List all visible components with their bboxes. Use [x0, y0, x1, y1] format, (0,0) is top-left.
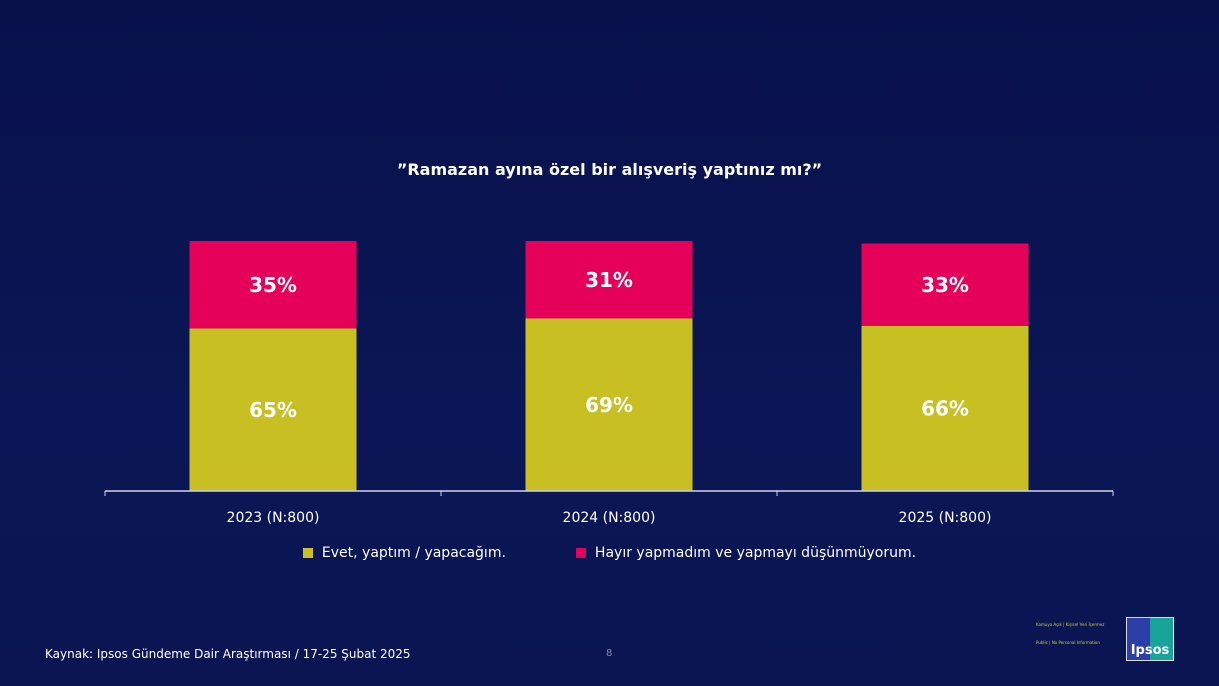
ipsos-logo: Ipsos [1126, 617, 1174, 661]
chart-title: ”Ramazan ayına özel bir alışveriş yaptın… [396, 160, 823, 179]
bar-segment-1-2 [861, 243, 1029, 326]
page-number: 8 [606, 648, 613, 659]
classification-label: Kamuya Açık | Kişisel Veri İçermez [1036, 622, 1105, 627]
logo-text: Ipsos [1130, 643, 1170, 658]
classification-label-en: Public | No Personal Information [1036, 640, 1100, 645]
x-tick-label: 2023 (N:800) [227, 510, 320, 526]
bar-segment-1-0 [189, 241, 357, 329]
bar-segment-0-2 [861, 326, 1029, 491]
bar-segment-1-1 [525, 241, 693, 319]
legend-label-no: Hayır yapmadım ve yapmayı düşünmüyorum. [594, 545, 917, 561]
data-label: 33% [921, 273, 969, 297]
data-label: 35% [249, 273, 297, 297]
legend-swatch-yes [302, 548, 313, 558]
legend-item-yes: Evet, yaptım / yapacağım. [302, 545, 506, 561]
bar-segment-0-0 [189, 328, 357, 491]
data-label: 69% [585, 393, 633, 417]
data-label: 65% [249, 398, 297, 422]
legend-swatch-no [575, 548, 586, 558]
data-label: 31% [585, 268, 633, 292]
x-tick-label: 2024 (N:800) [563, 510, 656, 526]
legend-item-no: Hayır yapmadım ve yapmayı düşünmüyorum. [575, 545, 917, 561]
x-tick-label: 2025 (N:800) [899, 510, 992, 526]
bar-segment-0-1 [525, 318, 693, 491]
legend: Evet, yaptım / yapacağım. Hayır yapmadım… [0, 545, 1219, 561]
source-note: Kaynak: Ipsos Gündeme Dair Araştırması /… [45, 647, 411, 661]
data-label: 66% [921, 397, 969, 421]
legend-label-yes: Evet, yaptım / yapacağım. [321, 545, 506, 561]
